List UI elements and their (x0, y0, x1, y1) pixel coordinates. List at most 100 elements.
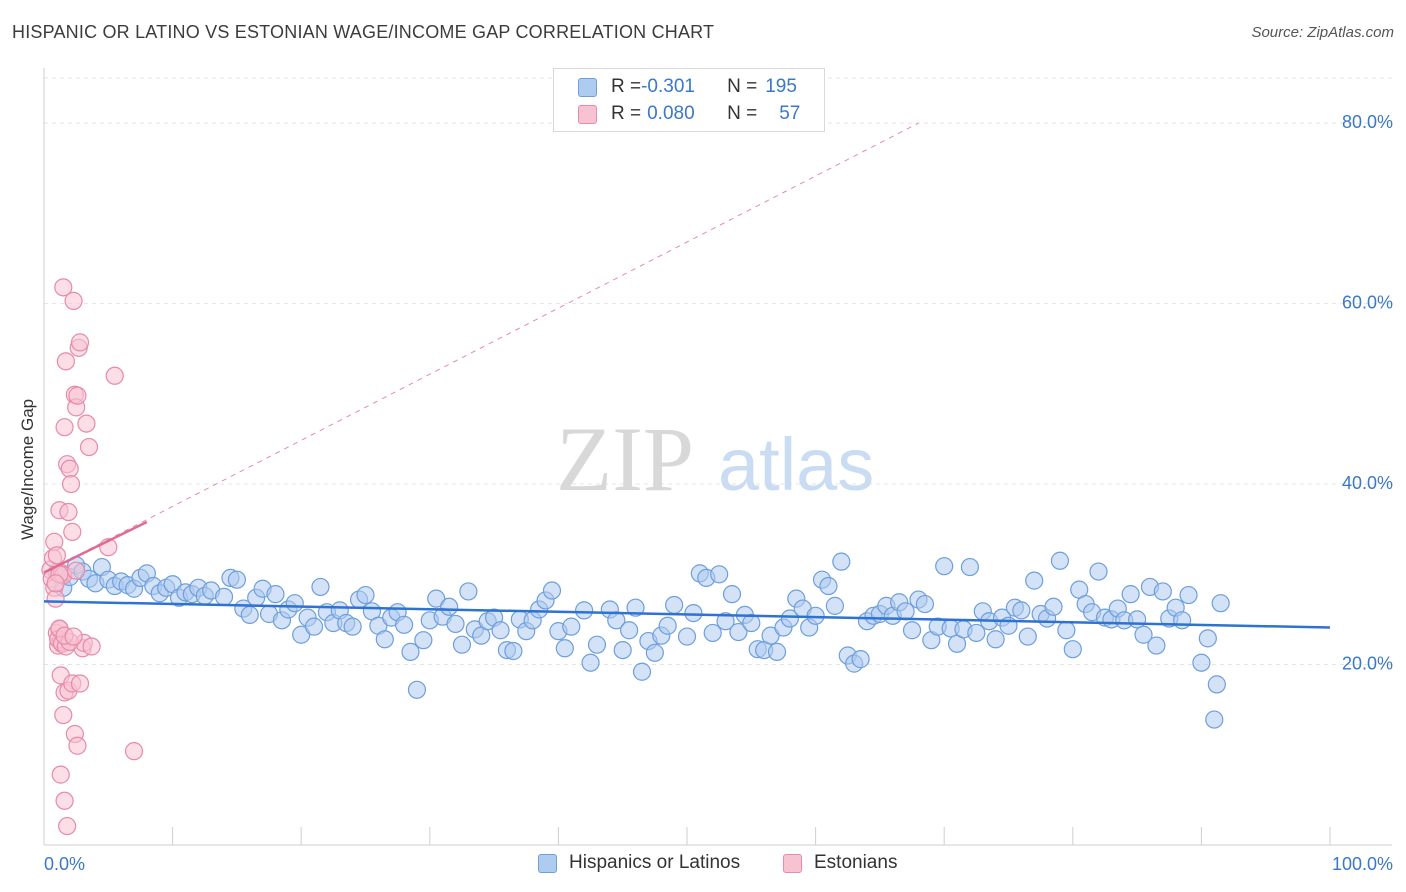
point-hispanic (401, 642, 420, 661)
y-axis-label: Wage/Income Gap (18, 398, 37, 540)
point-hispanic (729, 622, 748, 642)
point-hispanic (902, 621, 922, 640)
point-estonian (60, 459, 79, 478)
point-estonian (46, 574, 65, 593)
point-hispanic (658, 616, 677, 635)
point-hispanic (620, 621, 639, 640)
bottom-legend-label: Hispanics or Latinos (569, 852, 741, 873)
legend-n-value: 195 (765, 76, 797, 97)
bottom-legend-swatch-hispanic (538, 853, 557, 873)
bottom-legend-hispanic: Hispanics or Latinos (538, 852, 740, 874)
point-hispanic (716, 612, 735, 631)
point-estonian (64, 627, 83, 646)
point-estonian (124, 742, 144, 761)
point-hispanic (240, 605, 259, 625)
point-hispanic (491, 621, 510, 640)
point-estonian (105, 366, 124, 385)
point-hispanic (266, 585, 285, 604)
point-hispanic (613, 640, 632, 660)
point-estonian (67, 561, 86, 580)
point-hispanic (304, 617, 324, 636)
point-hispanic (703, 623, 722, 643)
y-tick-label: 60.0% (1342, 293, 1393, 313)
point-hispanic (375, 630, 394, 649)
point-hispanic (394, 615, 414, 634)
axes (43, 68, 1392, 846)
point-hispanic (967, 623, 986, 643)
point-hispanic (832, 552, 851, 571)
point-hispanic (632, 662, 652, 681)
point-estonian (46, 589, 65, 608)
point-hispanic (452, 635, 472, 654)
point-hispanic (1050, 551, 1070, 570)
point-hispanic (665, 595, 684, 615)
point-hispanic (343, 617, 362, 636)
point-estonian (70, 674, 90, 693)
point-hispanic (825, 596, 844, 615)
point-hispanic (356, 585, 375, 605)
point-estonian (55, 791, 74, 810)
point-hispanic (1147, 636, 1166, 655)
point-estonian (64, 291, 83, 310)
point-hispanic (1012, 601, 1031, 620)
point-estonian (47, 546, 66, 565)
y-tick-label: 40.0% (1342, 473, 1393, 493)
point-hispanic (562, 617, 581, 636)
point-estonian (55, 418, 74, 437)
point-hispanic (414, 631, 433, 650)
point-hispanic (1207, 675, 1226, 694)
point-hispanic (1044, 597, 1063, 616)
chart-source: Source: ZipAtlas.com (1251, 24, 1394, 41)
legend-row-hispanic: R = -0.301 N = 195 (578, 75, 797, 99)
correlation-legend: R = -0.301 N = 195 R = 0.080 N = 57 (553, 68, 825, 132)
point-hispanic (1153, 582, 1172, 601)
point-estonian (77, 414, 96, 433)
point-hispanic (285, 594, 304, 613)
point-hispanic (227, 570, 246, 589)
point-hispanic (587, 635, 607, 654)
point-hispanic (780, 609, 799, 628)
point-hispanic (311, 577, 330, 597)
legend-r-value: 0.080 (647, 103, 695, 124)
point-estonian (58, 816, 77, 836)
trend-line-hispanic (43, 600, 1331, 629)
point-hispanic (677, 627, 697, 646)
y-tick-label: 20.0% (1342, 654, 1393, 674)
point-hispanic (626, 598, 645, 617)
point-hispanic (935, 557, 954, 576)
point-hispanic (1198, 629, 1217, 648)
point-hispanic (427, 589, 446, 608)
watermark-zip: ZIP (556, 408, 694, 510)
point-estonian (63, 522, 82, 541)
point-hispanic (960, 557, 980, 577)
point-estonian (79, 437, 99, 457)
point-hispanic (1192, 653, 1211, 672)
point-hispanic (1205, 710, 1224, 729)
point-hispanic (581, 653, 600, 672)
point-hispanic (819, 576, 838, 596)
point-hispanic (851, 650, 870, 669)
tick-labels: 20.0% 40.0% 60.0% 80.0% 0.0% 100.0% (44, 112, 1393, 874)
point-hispanic (722, 585, 742, 604)
point-hispanic (504, 641, 523, 661)
point-estonian (70, 333, 90, 352)
point-hispanic (915, 594, 935, 614)
point-estonian (82, 637, 101, 656)
point-hispanic (710, 565, 729, 584)
point-hispanic (214, 587, 234, 606)
x-tick-label: 100.0% (1332, 854, 1393, 874)
point-hispanic (1089, 562, 1108, 581)
bottom-legend-label: Estonians (814, 852, 898, 873)
point-hispanic (542, 581, 562, 600)
point-hispanic (645, 643, 664, 662)
legend-r-label: R = (611, 76, 642, 97)
point-estonian (54, 705, 73, 725)
point-estonian (56, 352, 75, 371)
point-estonian (54, 278, 73, 297)
point-hispanic (1057, 621, 1076, 640)
point-hispanic (1063, 640, 1082, 659)
point-hispanic (459, 582, 478, 601)
point-hispanic (446, 614, 465, 634)
point-estonian (61, 474, 81, 494)
trend-lines (43, 122, 1331, 629)
